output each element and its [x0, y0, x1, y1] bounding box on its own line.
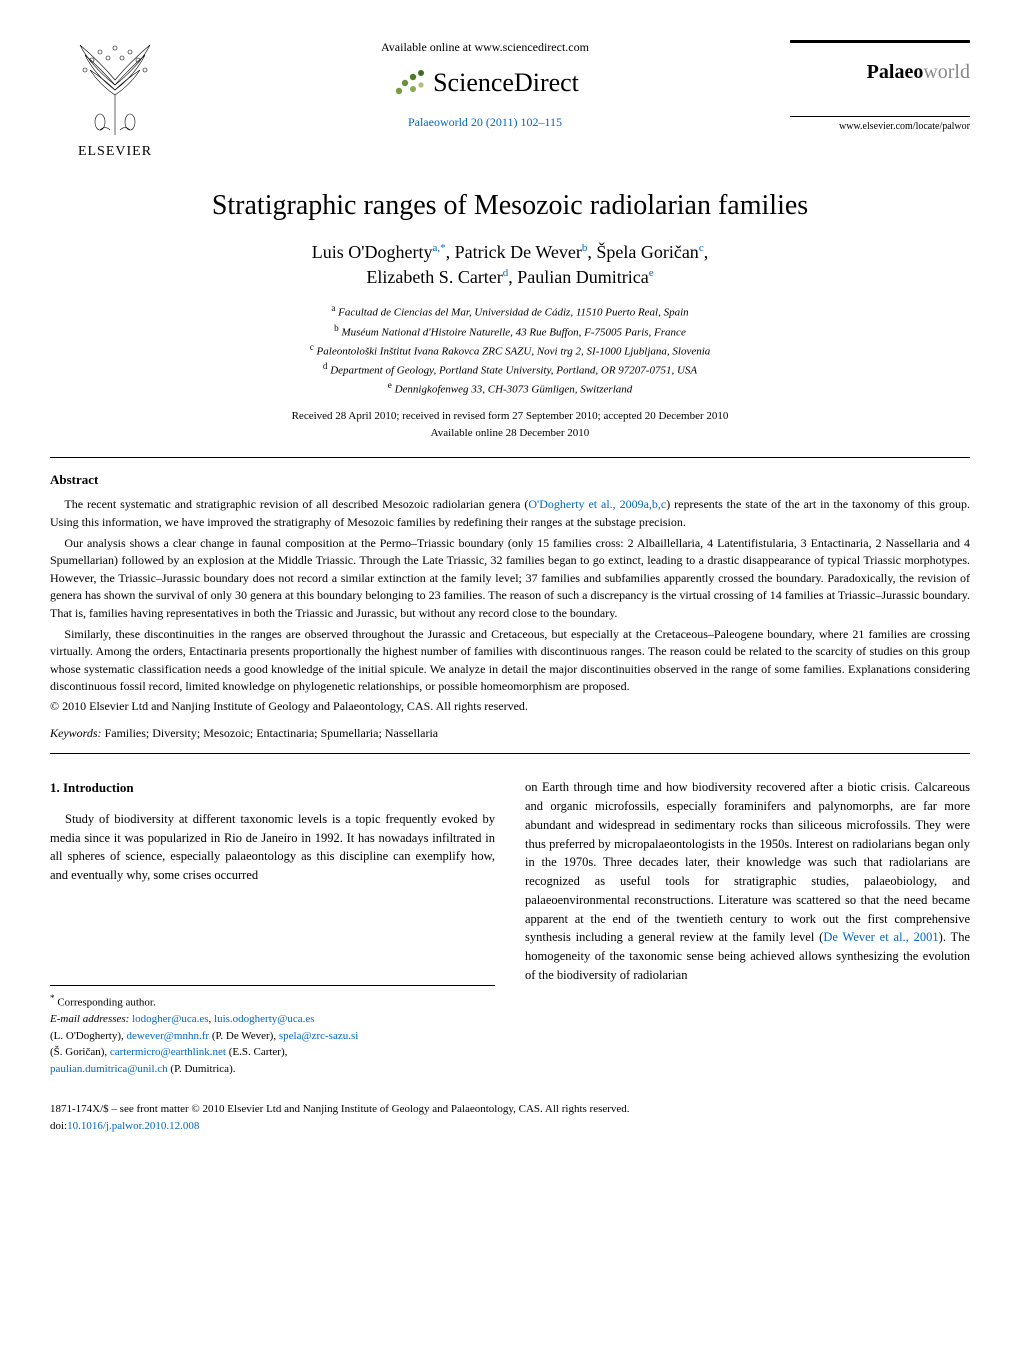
left-column: 1. Introduction Study of biodiversity at…	[50, 778, 495, 1077]
name-1: (L. O'Dogherty),	[50, 1030, 127, 1042]
email-line-1: E-mail addresses: lodogher@uca.es, luis.…	[50, 1011, 495, 1028]
email-2[interactable]: dewever@mnhn.fr	[127, 1030, 210, 1042]
dates-line1: Received 28 April 2010; received in revi…	[50, 408, 970, 425]
hr-before-abstract	[50, 457, 970, 458]
keywords-label: Keywords:	[50, 726, 102, 740]
intro-p2a: on Earth through time and how biodiversi…	[525, 780, 970, 944]
doi-label: doi:	[50, 1120, 67, 1132]
sciencedirect-dots-icon	[391, 65, 427, 101]
journal-reference[interactable]: Palaeoworld 20 (2011) 102–115	[200, 115, 770, 130]
cite-odogherty[interactable]: O'Dogherty et al., 2009a,b,c	[528, 497, 666, 511]
intro-heading: 1. Introduction	[50, 778, 495, 798]
dates-line2: Available online 28 December 2010	[50, 425, 970, 442]
author-sep-1: , Patrick De Wever	[446, 242, 582, 262]
author-sep-3: ,	[704, 242, 709, 262]
corresponding-note: * Corresponding author.	[50, 992, 495, 1011]
authors: Luis O'Doghertya,*, Patrick De Weverb, Š…	[50, 240, 970, 290]
name-4: (E.S. Carter),	[226, 1046, 287, 1058]
bottom-matter: 1871-174X/$ – see front matter © 2010 El…	[50, 1101, 970, 1134]
affil-a: Facultad de Ciencias del Mar, Universida…	[338, 307, 689, 319]
intro-p2: on Earth through time and how biodiversi…	[525, 778, 970, 984]
body-columns: 1. Introduction Study of biodiversity at…	[50, 778, 970, 1077]
author-sep-2: , Špela Goričan	[587, 242, 698, 262]
affil-e: Dennigkofenweg 33, CH-3073 Gümligen, Swi…	[395, 384, 633, 396]
author-sep-4: , Paulian Dumitrica	[508, 267, 648, 287]
center-header: Available online at www.sciencedirect.co…	[180, 40, 790, 130]
abstract-section: Abstract The recent systematic and strat…	[50, 472, 970, 714]
right-column: on Earth through time and how biodiversi…	[525, 778, 970, 1077]
name-5: (P. Dumitrica).	[168, 1063, 236, 1075]
doi-link[interactable]: 10.1016/j.palwor.2010.12.008	[67, 1120, 199, 1132]
email-1b[interactable]: luis.odogherty@uca.es	[214, 1013, 315, 1025]
abstract-p2: Our analysis shows a clear change in fau…	[50, 535, 970, 622]
footnotes: * Corresponding author. E-mail addresses…	[50, 985, 495, 1077]
elsevier-tree-logo	[70, 40, 160, 140]
name-2: (P. De Wever),	[209, 1030, 279, 1042]
corr-text: Corresponding author.	[57, 997, 155, 1009]
affiliations: a Facultad de Ciencias del Mar, Universi…	[50, 302, 970, 398]
author-1: Luis O'Dogherty	[312, 242, 433, 262]
available-online-text: Available online at www.sciencedirect.co…	[200, 40, 770, 55]
sciencedirect-text: ScienceDirect	[433, 68, 579, 98]
front-matter-text: 1871-174X/$ – see front matter © 2010 El…	[50, 1101, 970, 1118]
email-1[interactable]: lodogher@uca.es	[132, 1013, 208, 1025]
affil-b: Muséum National d'Histoire Naturelle, 43…	[341, 326, 685, 338]
world-text: world	[923, 61, 970, 83]
article-dates: Received 28 April 2010; received in revi…	[50, 408, 970, 441]
journal-url[interactable]: www.elsevier.com/locate/palwor	[790, 116, 970, 132]
author-4: Elizabeth S. Carter	[366, 267, 502, 287]
name-3: (Š. Goričan),	[50, 1046, 110, 1058]
keywords-text: Families; Diversity; Mesozoic; Entactina…	[102, 726, 439, 740]
article-title: Stratigraphic ranges of Mesozoic radiola…	[50, 190, 970, 222]
copyright-text: © 2010 Elsevier Ltd and Nanjing Institut…	[50, 699, 970, 714]
abstract-heading: Abstract	[50, 472, 970, 488]
elsevier-label: ELSEVIER	[78, 144, 152, 160]
email-3[interactable]: spela@zrc-sazu.si	[279, 1030, 358, 1042]
intro-p1: Study of biodiversity at different taxon…	[50, 810, 495, 885]
affil-c: Paleontološki Inštitut Ivana Rakovca ZRC…	[317, 345, 711, 357]
email-label: E-mail addresses:	[50, 1013, 129, 1025]
email-line-4: paulian.dumitrica@unil.ch (P. Dumitrica)…	[50, 1061, 495, 1078]
elsevier-block: ELSEVIER	[50, 40, 180, 160]
sciencedirect-brand: ScienceDirect	[200, 65, 770, 101]
abstract-p1: The recent systematic and stratigraphic …	[50, 496, 970, 531]
email-line-3: (Š. Goričan), cartermicro@earthlink.net …	[50, 1044, 495, 1061]
journal-header: ELSEVIER Available online at www.science…	[50, 40, 970, 160]
abstract-p1a: The recent systematic and stratigraphic …	[64, 497, 528, 511]
doi-line: doi:10.1016/j.palwor.2010.12.008	[50, 1118, 970, 1135]
email-line-2: (L. O'Dogherty), dewever@mnhn.fr (P. De …	[50, 1028, 495, 1045]
author-5-sup: e	[649, 267, 654, 279]
abstract-p3: Similarly, these discontinuities in the …	[50, 626, 970, 696]
right-header: Palaeoworld www.elsevier.com/locate/palw…	[790, 40, 970, 132]
email-4[interactable]: cartermicro@earthlink.net	[110, 1046, 226, 1058]
hr-after-keywords	[50, 753, 970, 754]
cite-dewever[interactable]: De Wever et al., 2001	[823, 930, 938, 944]
journal-name: Palaeoworld	[790, 61, 970, 84]
palaeo-text: Palaeo	[867, 61, 924, 83]
affil-d: Department of Geology, Portland State Un…	[330, 365, 697, 377]
keywords: Keywords: Families; Diversity; Mesozoic;…	[50, 726, 970, 741]
email-5[interactable]: paulian.dumitrica@unil.ch	[50, 1063, 168, 1075]
